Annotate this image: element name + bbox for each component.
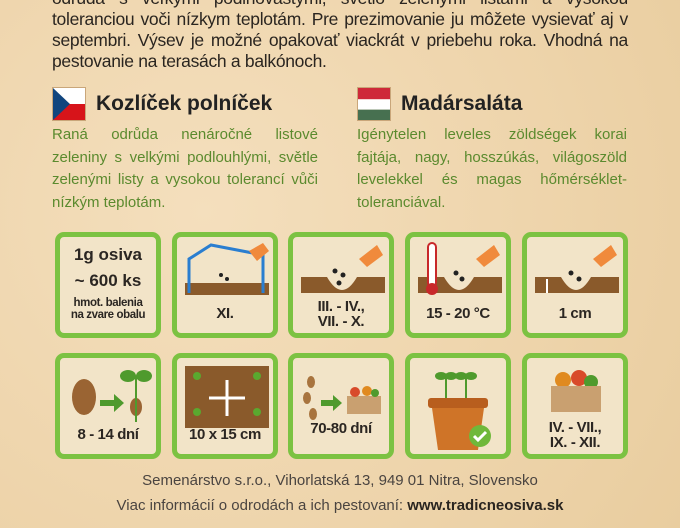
more-info: Viac informácií o odrodách a ich pestova… bbox=[0, 497, 680, 514]
harvest-time-tile: 70-80 dní bbox=[288, 353, 394, 459]
intro-text: odrůda s veľkými podlhovastými, svetlo z… bbox=[52, 0, 628, 71]
hungarian-description: Igénytelen leveles zöldségek korai fajtá… bbox=[357, 126, 627, 211]
info-prefix: Viac informácií o odrodách a ich pestova… bbox=[116, 497, 408, 514]
temperature-tile: 15 - 20 °C bbox=[405, 232, 511, 338]
website-link[interactable]: www.tradicneosiva.sk bbox=[407, 497, 564, 514]
temperature-label: 15 - 20 °C bbox=[426, 305, 490, 322]
hungarian-title: Madársaláta bbox=[401, 92, 523, 115]
seed-count-tile: 1g osiva ~ 600 ks hmot. balenia na zvare… bbox=[55, 232, 161, 338]
sowing-period-line1: III. - IV., bbox=[317, 298, 365, 315]
harvest-line1: IV. - VII., bbox=[548, 419, 602, 436]
depth-label: 1 cm bbox=[558, 305, 592, 322]
hungarian-header: Madársaláta bbox=[357, 87, 522, 121]
harvest-time-label: 70-80 dní bbox=[310, 420, 372, 437]
harvest-basket-icon bbox=[551, 370, 601, 412]
weight-note-1: hmot. balenia bbox=[73, 297, 143, 309]
greenhouse-label: XI. bbox=[216, 305, 234, 322]
seed-weight: 1g osiva bbox=[73, 245, 143, 264]
czech-header: Kozlíček polníček bbox=[52, 87, 272, 121]
sowing-depth-icon bbox=[535, 245, 619, 293]
sowing-period-label: III. - IV., VII. - X. bbox=[293, 299, 389, 329]
pot-suitable-icon bbox=[428, 372, 491, 450]
harvest-line2: IX. - XII. bbox=[549, 434, 601, 451]
harvest-time-icon bbox=[303, 376, 381, 420]
company-address: Semenárstvo s.r.o., Vihorlatská 13, 949 … bbox=[142, 472, 538, 489]
sowing-period-line2: VII. - X. bbox=[317, 313, 365, 330]
czech-flag-icon bbox=[52, 87, 86, 121]
harvest-tile: IV. - VII., IX. - XII. bbox=[522, 353, 628, 459]
thermometer-icon bbox=[418, 242, 502, 295]
czech-title: Kozlíček polníček bbox=[96, 92, 273, 115]
germination-tile: 8 - 14 dní bbox=[55, 353, 161, 459]
sowing-period-tile: III. - IV., VII. - X. bbox=[288, 232, 394, 338]
germination-icon bbox=[72, 370, 152, 422]
outdoor-sowing-icon bbox=[301, 245, 385, 293]
spacing-label: 10 x 15 cm bbox=[189, 426, 261, 443]
greenhouse-sowing-icon bbox=[185, 243, 269, 295]
weight-note-2: na zvare obalu bbox=[70, 309, 146, 321]
hungarian-flag-icon bbox=[357, 87, 391, 121]
depth-tile: 1 cm bbox=[522, 232, 628, 338]
czech-description: Raná odrůda nenáročné listové zeleniny s… bbox=[52, 126, 318, 211]
spacing-tile: 10 x 15 cm bbox=[172, 353, 278, 459]
greenhouse-tile: XI. bbox=[172, 232, 278, 338]
seed-count: ~ 600 ks bbox=[74, 271, 142, 290]
germination-label: 8 - 14 dní bbox=[77, 426, 139, 443]
plant-spacing-icon bbox=[185, 366, 269, 428]
harvest-label: IV. - VII., IX. - XII. bbox=[527, 420, 623, 450]
pot-tile bbox=[405, 353, 511, 459]
